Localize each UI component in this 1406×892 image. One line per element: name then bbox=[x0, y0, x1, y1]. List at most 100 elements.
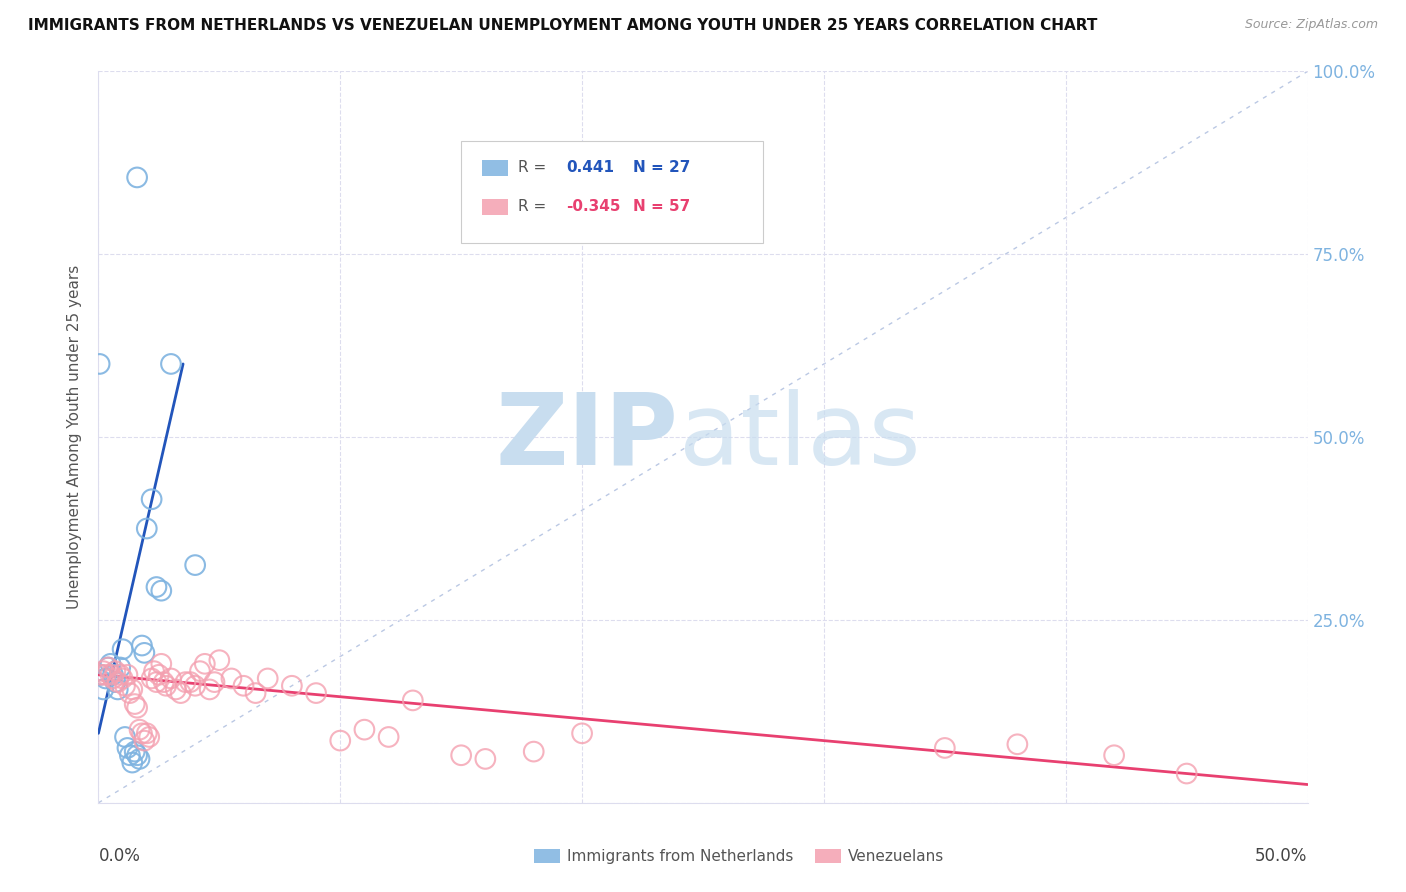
Text: 0.0%: 0.0% bbox=[98, 847, 141, 864]
Point bbox=[152, 675, 174, 690]
Point bbox=[160, 672, 183, 686]
Point bbox=[90, 667, 112, 681]
Text: R =: R = bbox=[517, 199, 551, 214]
Point bbox=[523, 745, 546, 759]
Point bbox=[150, 583, 173, 598]
Point bbox=[114, 679, 136, 693]
Point bbox=[221, 672, 243, 686]
Point bbox=[100, 667, 122, 681]
Point bbox=[305, 686, 328, 700]
Point bbox=[402, 693, 425, 707]
Point bbox=[134, 646, 156, 660]
Point bbox=[107, 682, 129, 697]
Point bbox=[117, 740, 139, 755]
Point bbox=[150, 657, 173, 671]
Point bbox=[179, 675, 201, 690]
Point bbox=[450, 748, 472, 763]
Point bbox=[91, 664, 114, 678]
Point bbox=[145, 580, 167, 594]
Text: N = 57: N = 57 bbox=[633, 199, 690, 214]
Point bbox=[184, 679, 207, 693]
Point bbox=[127, 700, 149, 714]
Point bbox=[256, 672, 278, 686]
Point bbox=[143, 664, 166, 678]
Text: 0.441: 0.441 bbox=[567, 161, 614, 176]
Point bbox=[145, 675, 167, 690]
Point bbox=[100, 657, 122, 671]
Point bbox=[160, 357, 183, 371]
Point bbox=[118, 748, 141, 763]
Point bbox=[1102, 748, 1125, 763]
Point bbox=[204, 675, 226, 690]
Point bbox=[138, 730, 160, 744]
Point bbox=[108, 667, 131, 681]
Text: ZIP: ZIP bbox=[496, 389, 679, 485]
Point bbox=[165, 682, 187, 697]
Point bbox=[232, 679, 254, 693]
FancyBboxPatch shape bbox=[461, 141, 763, 244]
Point bbox=[107, 675, 129, 690]
Point bbox=[135, 726, 157, 740]
Point bbox=[128, 752, 150, 766]
Bar bbox=[482, 199, 509, 215]
Text: atlas: atlas bbox=[679, 389, 921, 485]
Point bbox=[184, 558, 207, 573]
Y-axis label: Unemployment Among Youth under 25 years: Unemployment Among Youth under 25 years bbox=[67, 265, 83, 609]
Point bbox=[91, 682, 114, 697]
Point bbox=[198, 682, 221, 697]
Point bbox=[97, 660, 120, 674]
Point bbox=[101, 672, 124, 686]
Text: 50.0%: 50.0% bbox=[1256, 847, 1308, 864]
Text: R =: R = bbox=[517, 161, 551, 176]
Point bbox=[111, 672, 134, 686]
Point bbox=[121, 682, 143, 697]
Point bbox=[90, 667, 112, 681]
Point bbox=[141, 492, 163, 507]
Point bbox=[169, 686, 191, 700]
Text: -0.345: -0.345 bbox=[567, 199, 621, 214]
Point bbox=[245, 686, 267, 700]
Point bbox=[104, 675, 127, 690]
Point bbox=[117, 667, 139, 681]
Point bbox=[1007, 737, 1029, 751]
Point bbox=[571, 726, 593, 740]
Point bbox=[134, 733, 156, 747]
Point bbox=[97, 660, 120, 674]
Point bbox=[194, 657, 217, 671]
Point bbox=[474, 752, 496, 766]
Text: Venezuelans: Venezuelans bbox=[848, 849, 943, 863]
Text: Source: ZipAtlas.com: Source: ZipAtlas.com bbox=[1244, 18, 1378, 31]
Point bbox=[101, 667, 124, 681]
Point bbox=[127, 170, 149, 185]
Point bbox=[148, 667, 170, 681]
Point bbox=[1175, 766, 1198, 780]
Point bbox=[111, 642, 134, 657]
Text: Immigrants from Netherlands: Immigrants from Netherlands bbox=[567, 849, 793, 863]
Point bbox=[353, 723, 375, 737]
Text: N = 27: N = 27 bbox=[633, 161, 690, 176]
Point bbox=[128, 723, 150, 737]
Point bbox=[94, 667, 117, 681]
Point bbox=[208, 653, 231, 667]
Point bbox=[281, 679, 304, 693]
Point bbox=[127, 748, 149, 763]
Point bbox=[124, 697, 146, 711]
Point bbox=[118, 686, 141, 700]
Point bbox=[135, 521, 157, 535]
Point bbox=[934, 740, 956, 755]
Point bbox=[131, 639, 153, 653]
Point bbox=[104, 664, 127, 678]
Point bbox=[174, 675, 197, 690]
Point bbox=[89, 357, 111, 371]
Point bbox=[377, 730, 399, 744]
Point bbox=[121, 756, 143, 770]
Bar bbox=[482, 160, 509, 176]
Point bbox=[114, 730, 136, 744]
Point bbox=[108, 660, 131, 674]
Point bbox=[124, 745, 146, 759]
Point bbox=[94, 672, 117, 686]
Point bbox=[329, 733, 352, 747]
Point bbox=[155, 679, 177, 693]
Point bbox=[141, 672, 163, 686]
Text: IMMIGRANTS FROM NETHERLANDS VS VENEZUELAN UNEMPLOYMENT AMONG YOUTH UNDER 25 YEAR: IMMIGRANTS FROM NETHERLANDS VS VENEZUELA… bbox=[28, 18, 1098, 33]
